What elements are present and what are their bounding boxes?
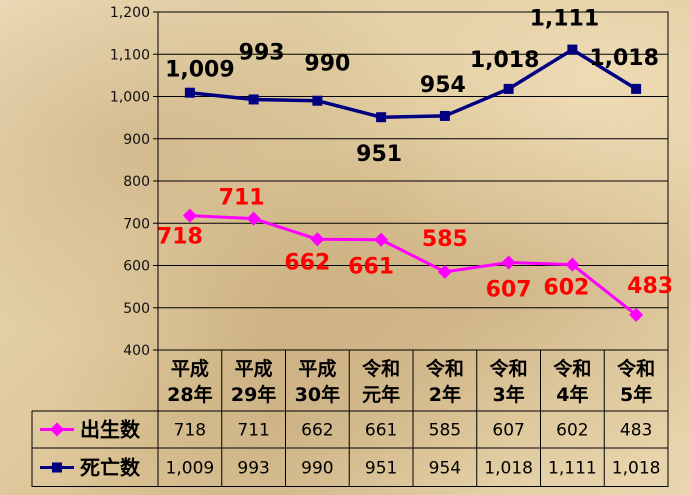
data-point (184, 87, 195, 98)
data-label: 1,009 (165, 58, 235, 83)
y-tick-label: 1,000 (110, 90, 150, 106)
table-cell: 661 (365, 421, 397, 441)
data-label: 1,018 (589, 46, 659, 71)
category-label-year: 3年 (493, 383, 525, 406)
table-cell: 1,018 (612, 459, 661, 479)
data-label: 483 (627, 274, 673, 299)
category-label-year: 5年 (620, 383, 652, 406)
table-cell: 954 (429, 459, 461, 479)
series-line-deaths (189, 47, 638, 119)
category-label-era: 令和 (617, 357, 655, 380)
data-label: 951 (356, 142, 402, 167)
category-label-era: 平成 (235, 357, 273, 380)
table-cell: 711 (237, 421, 269, 441)
category-label-era: 平成 (298, 357, 336, 380)
data-label: 718 (157, 225, 203, 250)
data-label: 1,018 (470, 48, 540, 73)
category-label-year: 30年 (295, 383, 340, 406)
data-label: 993 (239, 40, 285, 65)
data-label: 607 (486, 278, 532, 303)
table-cell: 483 (620, 421, 652, 441)
table-cell: 718 (174, 421, 206, 441)
table-cell: 951 (365, 459, 397, 479)
table-cell: 662 (301, 421, 333, 441)
category-label-year: 29年 (231, 383, 276, 406)
legend-marker (50, 422, 64, 437)
table-cell: 1,111 (548, 459, 597, 479)
category-label-era: 令和 (426, 357, 464, 380)
series-line-births (189, 214, 638, 317)
data-point (565, 257, 580, 272)
data-label: 661 (348, 255, 394, 280)
data-label: 585 (422, 227, 468, 252)
data-point (501, 255, 516, 270)
data-label: 990 (304, 52, 350, 77)
table-cell: 990 (301, 459, 333, 479)
table-cell: 602 (556, 421, 588, 441)
category-label-year: 4年 (556, 383, 588, 406)
table-cell: 1,009 (166, 459, 215, 479)
table-cell: 1,018 (484, 459, 533, 479)
data-label: 1,111 (530, 7, 600, 32)
data-point (182, 208, 197, 223)
legend-label: 出生数 (80, 418, 141, 442)
y-tick-label: 800 (123, 174, 150, 190)
y-tick-label: 700 (123, 216, 150, 232)
data-label: 711 (219, 186, 265, 211)
data-point (248, 94, 259, 105)
data-label: 602 (543, 276, 589, 301)
data-point (437, 264, 452, 279)
legend-marker (52, 462, 62, 473)
category-label-era: 令和 (553, 357, 591, 380)
category-label-era: 令和 (362, 357, 400, 380)
legend-label: 死亡数 (80, 456, 141, 480)
data-point (439, 110, 450, 121)
y-tick-label: 600 (123, 259, 150, 275)
y-tick-label: 500 (123, 301, 150, 317)
data-point (376, 112, 387, 123)
category-label-era: 平成 (171, 357, 209, 380)
plot-area: 400 500 600 700 800 900 1,000 1,100 1,200 718 711 6… (110, 5, 673, 359)
category-label-year: 元年 (362, 383, 400, 406)
data-point (503, 83, 514, 94)
category-label-year: 2年 (429, 383, 461, 406)
y-tick-label: 1,200 (110, 5, 150, 21)
data-point (312, 95, 323, 106)
category-label-year: 28年 (167, 383, 212, 406)
data-point (629, 307, 644, 322)
y-tick-label: 900 (123, 132, 150, 148)
data-label: 662 (284, 250, 330, 275)
data-point (631, 83, 642, 94)
data-point (374, 232, 389, 247)
y-tick-label: 1,100 (110, 47, 150, 63)
table-cell: 585 (429, 421, 461, 441)
table-cell: 993 (237, 459, 269, 479)
y-tick-label: 400 (123, 343, 150, 359)
data-point (246, 211, 261, 226)
data-point (310, 232, 325, 247)
data-label: 954 (420, 73, 466, 98)
data-point (567, 44, 578, 55)
category-label-era: 令和 (490, 357, 528, 380)
table-cell: 607 (492, 421, 524, 441)
